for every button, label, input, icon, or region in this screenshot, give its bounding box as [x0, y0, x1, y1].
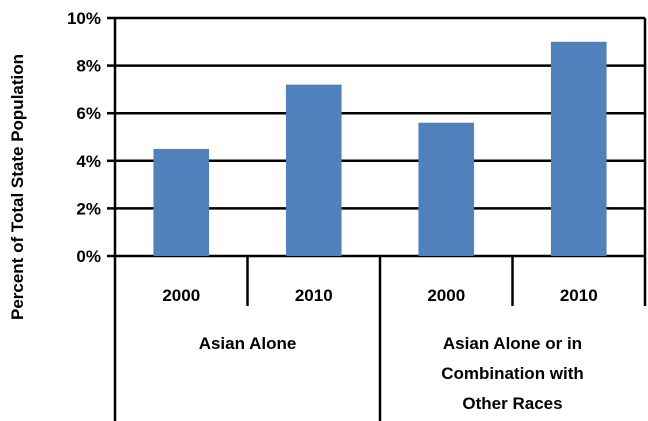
axes — [107, 16, 647, 421]
group-labels: Asian Alone Asian Alone or in Combination … — [199, 334, 584, 413]
y-tick-label: 0% — [76, 247, 101, 266]
category-label: 2000 — [427, 286, 465, 305]
y-tick-label: 8% — [76, 57, 101, 76]
y-tick-label: 6% — [76, 104, 101, 123]
y-tick-label: 2% — [76, 199, 101, 218]
y-axis-label: Percent of Total State Population — [8, 54, 27, 320]
bar — [285, 84, 342, 256]
bar — [153, 148, 210, 256]
category-label: 2010 — [295, 286, 333, 305]
category-label: 2000 — [162, 286, 200, 305]
bar — [550, 41, 607, 256]
bars — [153, 41, 607, 256]
group-label: Asian Alone or in Combination with Other R… — [441, 334, 584, 413]
category-label: 2010 — [560, 286, 598, 305]
y-tick-label: 4% — [76, 152, 101, 171]
bar — [418, 122, 475, 256]
category-labels: 2000 2010 2000 2010 — [162, 286, 597, 305]
y-tick-label: 10% — [67, 9, 101, 28]
y-tick-labels: 0% 2% 4% 6% 8% 10% — [67, 9, 101, 266]
group-label: Asian Alone — [199, 334, 297, 353]
